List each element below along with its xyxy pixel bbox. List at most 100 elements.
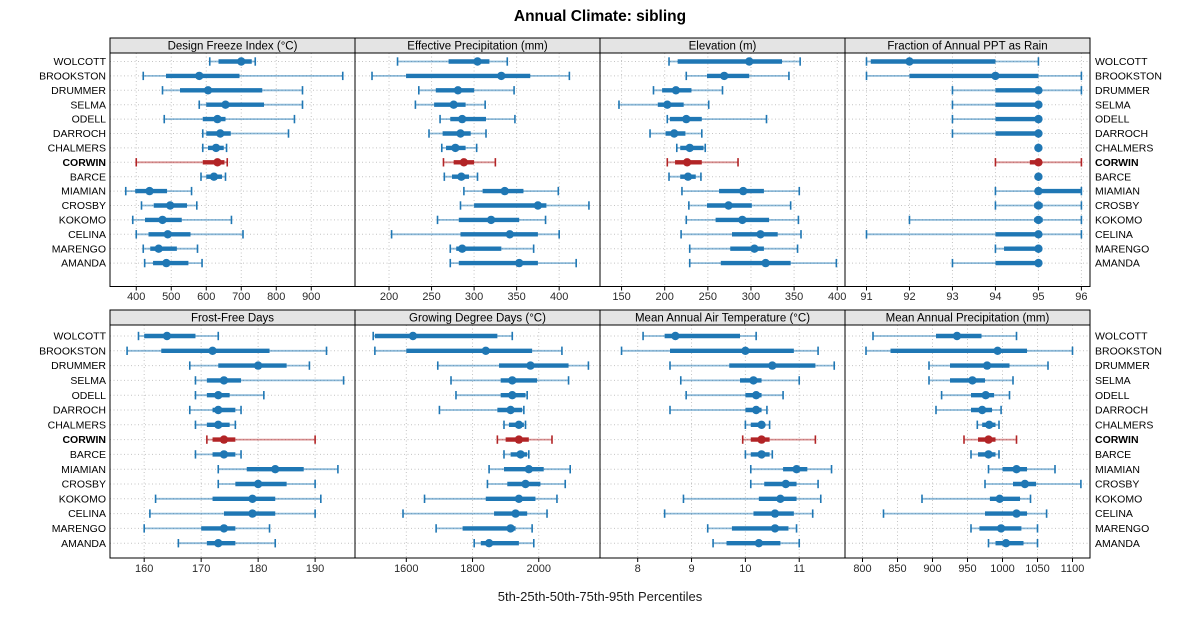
row-label-left: MIAMIAN xyxy=(61,464,106,476)
median-dot xyxy=(1012,509,1021,518)
axis-tick-label: 250 xyxy=(699,291,717,303)
row-labels-block-top: WOLCOTT WOLCOTT BROOKSTON BROOKSTON DRUMMER D… xyxy=(39,56,1162,270)
chart-title: Annual Climate: sibling xyxy=(513,8,687,25)
panel-background xyxy=(355,53,600,287)
interval-row xyxy=(951,258,1043,268)
interval-row xyxy=(970,450,1000,459)
median-dot xyxy=(219,435,229,444)
strip-title: Elevation (m) xyxy=(689,41,757,53)
axis-tick-label: 150 xyxy=(612,291,630,303)
row-label-right: MIAMIAN xyxy=(1095,186,1140,198)
interval-row xyxy=(473,539,535,548)
axis-tick-label: 850 xyxy=(888,563,906,575)
interval-row xyxy=(994,201,1083,210)
interval-row xyxy=(1034,143,1043,153)
interval-row xyxy=(188,405,242,415)
median-dot xyxy=(757,450,766,459)
row-label-right: KOKOMO xyxy=(1095,215,1142,227)
row-label-left: ODELL xyxy=(72,114,107,126)
interval-row xyxy=(142,71,344,81)
row-label-left: DRUMMER xyxy=(51,360,106,372)
interval-row xyxy=(414,100,486,109)
row-label-left: CROSBY xyxy=(62,200,106,212)
interval-row xyxy=(976,420,1000,429)
median-dot xyxy=(738,215,747,225)
interval-row xyxy=(970,524,1039,533)
row-label-left: BROOKSTON xyxy=(39,71,106,83)
median-dot xyxy=(216,129,225,138)
panel-frost-free-days: Frost-Free Days 160 170 180 190 xyxy=(109,309,356,575)
median-dot xyxy=(1034,258,1043,268)
median-dot xyxy=(219,376,229,385)
interval-row xyxy=(951,100,1043,109)
row-label-right: ODELL xyxy=(1095,114,1130,126)
interval-row xyxy=(688,258,838,268)
median-dot xyxy=(162,331,172,341)
interval-row xyxy=(951,129,1043,138)
interval-row xyxy=(649,129,703,138)
median-dot xyxy=(163,230,172,239)
interval-row xyxy=(436,215,547,225)
row-label-right: MARENGO xyxy=(1095,523,1149,535)
median-dot xyxy=(978,405,987,415)
axis-tick-label: 96 xyxy=(1075,291,1087,303)
axis-tick-label: 200 xyxy=(380,291,398,303)
axis-tick-label: 93 xyxy=(946,291,958,303)
axis-tick-label: 1100 xyxy=(1061,563,1085,575)
axis-tick-label: 900 xyxy=(923,563,941,575)
row-label-right: CELINA xyxy=(1095,229,1133,241)
median-dot xyxy=(511,509,520,518)
median-dot xyxy=(993,346,1002,355)
median-dot xyxy=(195,71,204,81)
median-dot xyxy=(514,435,524,444)
row-label-right: DARROCH xyxy=(1095,128,1148,140)
median-dot xyxy=(1034,158,1043,167)
axis-tick-label: 250 xyxy=(422,291,440,303)
interval-row xyxy=(666,158,739,167)
median-dot xyxy=(1034,172,1043,181)
interval-row xyxy=(994,158,1083,167)
interval-row xyxy=(741,435,817,444)
median-dot xyxy=(1020,479,1030,489)
row-label-right: MARENGO xyxy=(1095,243,1149,255)
row-label-left: KOKOMO xyxy=(59,215,106,227)
interval-row xyxy=(744,450,774,459)
strip-header xyxy=(844,309,1091,326)
interval-row xyxy=(402,509,548,518)
interval-row xyxy=(188,361,311,370)
interval-row xyxy=(390,230,560,239)
interval-row xyxy=(928,376,1014,385)
row-label-right: WOLCOTT xyxy=(1095,331,1148,343)
interval-row xyxy=(685,71,790,81)
interval-row xyxy=(951,114,1043,124)
median-dot xyxy=(506,405,515,415)
median-dot xyxy=(457,114,467,124)
row-label-left: WOLCOTT xyxy=(54,331,107,343)
interval-row xyxy=(486,479,567,489)
median-dot xyxy=(770,509,780,518)
row-label-right: ODELL xyxy=(1095,390,1130,402)
median-dot xyxy=(505,230,515,239)
interval-row xyxy=(372,331,514,341)
row-label-right: WOLCOTT xyxy=(1095,56,1148,68)
median-dot xyxy=(497,71,506,81)
interval-row xyxy=(1034,172,1043,181)
axis-tick-label: 600 xyxy=(197,291,215,303)
median-dot xyxy=(991,71,1000,81)
interval-row xyxy=(161,86,304,95)
interval-row xyxy=(194,391,265,400)
median-dot xyxy=(781,479,790,489)
row-label-right: DRUMMER xyxy=(1095,85,1150,97)
interval-row xyxy=(935,405,1002,415)
strip-title: Mean Annual Air Temperature (°C) xyxy=(635,313,810,325)
interval-row xyxy=(668,172,702,181)
interval-row xyxy=(154,494,322,503)
median-dot xyxy=(776,494,785,503)
interval-row xyxy=(994,186,1083,196)
median-dot xyxy=(508,391,517,400)
median-dot xyxy=(1034,186,1043,196)
axis-tick-label: 950 xyxy=(958,563,976,575)
interval-row xyxy=(865,57,1040,66)
median-dot xyxy=(524,465,534,474)
interval-row xyxy=(682,494,822,503)
